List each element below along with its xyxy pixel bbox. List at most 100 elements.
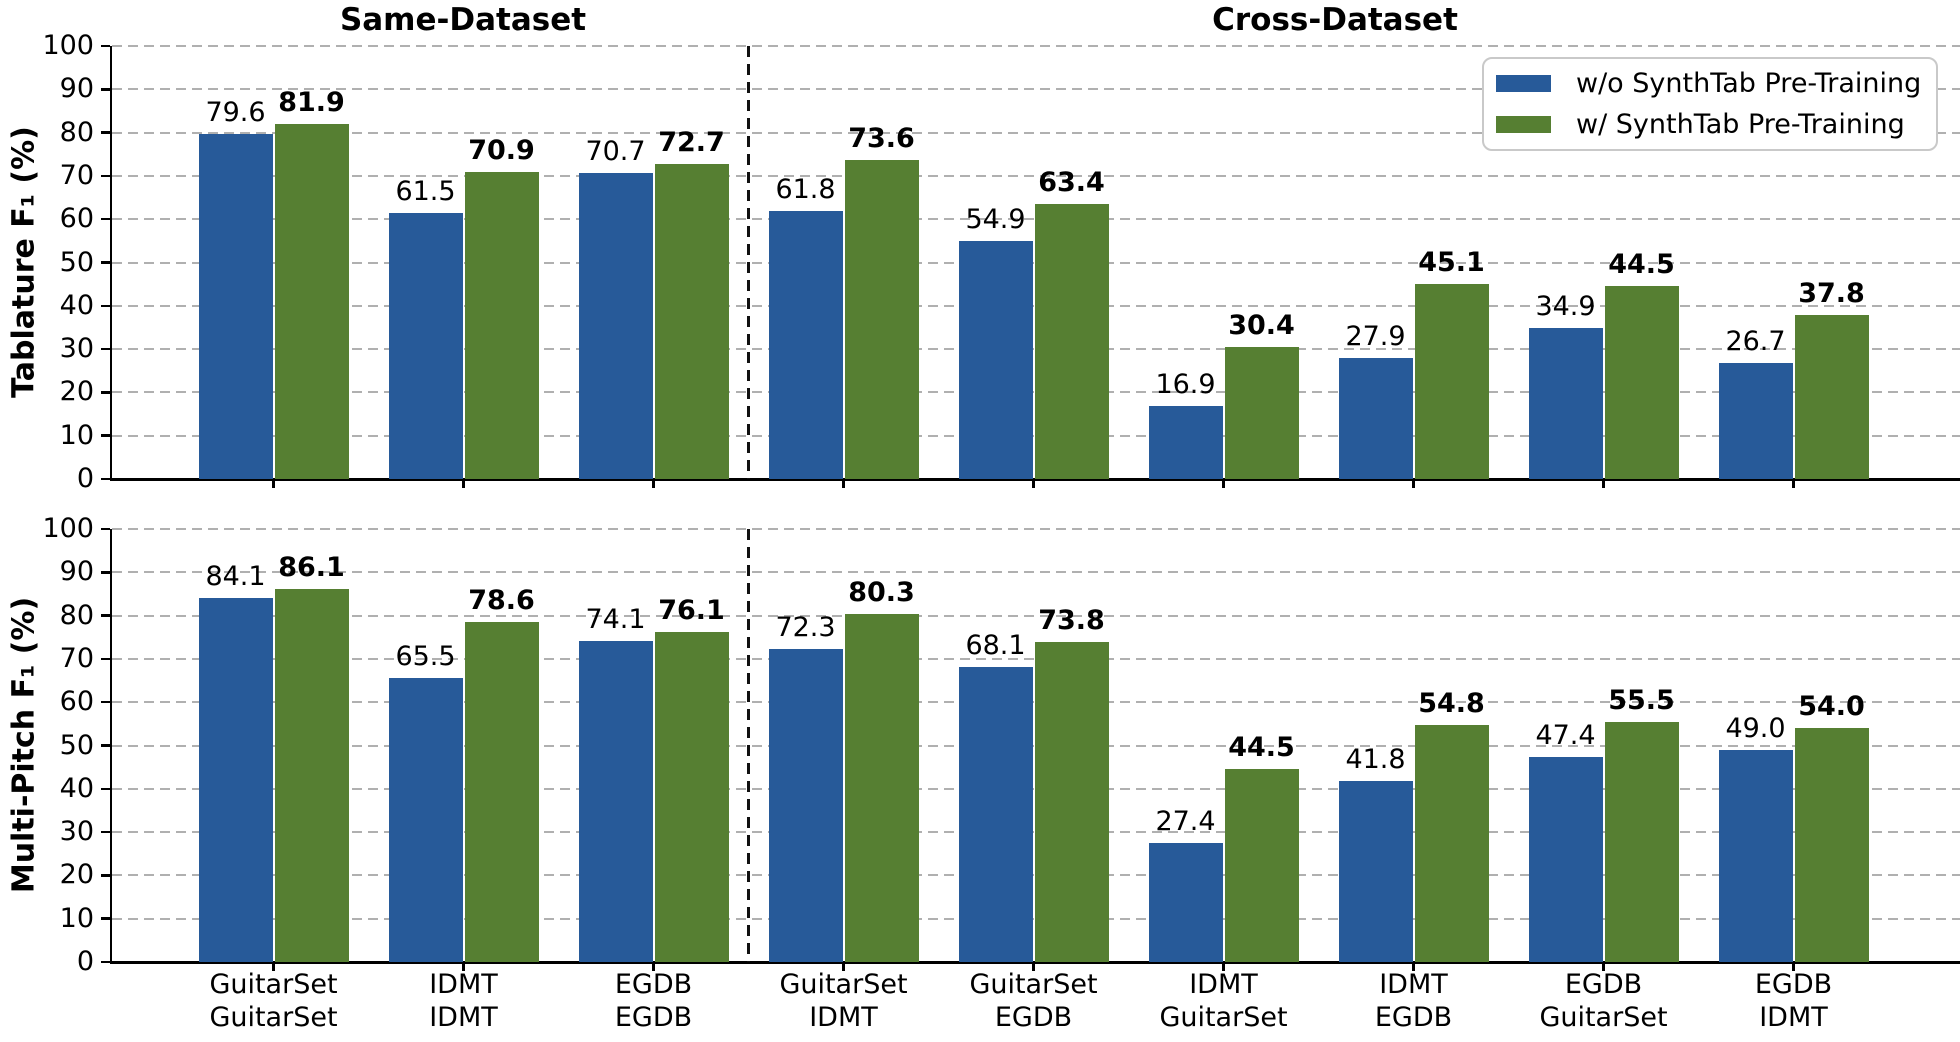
x-tick-label: GuitarSet GuitarSet [154,968,394,1034]
x-tick-label-line1: GuitarSet [779,969,908,1000]
y-tick-label: 90 [59,73,94,105]
gridline [112,348,1960,351]
x-tick-label-line1: IDMT [1189,969,1258,1000]
bar-value-label: 81.9 [278,87,345,119]
x-tick-mark [842,962,845,971]
bar-value-label: 74.1 [585,604,646,636]
bar [1604,286,1679,479]
bar [1148,843,1223,962]
y-tick-mark [100,44,110,48]
bar [198,597,273,962]
y-tick-mark [100,744,110,747]
bar [1794,315,1869,479]
y-axis-spine [109,46,112,479]
bar-value-label: 61.5 [395,175,456,207]
bar-value-label: 55.5 [1608,684,1675,716]
bar [274,589,349,962]
x-tick-label: EGDB EGDB [534,968,774,1034]
gridline [112,261,1960,264]
x-tick-mark [1222,479,1225,488]
bar-value-label: 26.7 [1725,326,1786,358]
bar [1148,405,1223,479]
x-axis-line [109,477,1960,481]
bar-value-label: 65.5 [395,641,456,673]
gridline [112,701,1960,704]
legend: w/o SynthTab Pre-Training w/ SynthTab Pr… [1482,57,1938,151]
bar [844,160,919,479]
bar [958,667,1033,962]
x-tick-label: EGDB IDMT [1674,968,1914,1034]
x-tick-mark [652,962,655,971]
bar [958,241,1033,479]
bar-value-label: 34.9 [1535,290,1596,322]
bar-value-label: 80.3 [848,577,915,609]
bar [274,124,349,479]
y-tick-mark [100,830,110,834]
y-tick-mark [100,261,110,264]
x-axis-line [109,960,1960,964]
bar-value-label: 16.9 [1155,368,1216,400]
legend-item-wo-pretraining: w/o SynthTab Pre-Training [1496,68,1936,99]
bar [844,614,919,962]
x-tick-mark [1032,479,1035,488]
x-tick-mark [1032,962,1035,971]
bar [1034,204,1109,479]
y-tick-label: 0 [76,946,94,977]
bar-value-label: 41.8 [1345,744,1406,775]
x-tick-label: GuitarSet IDMT [724,968,964,1034]
bar-value-label: 76.1 [658,595,725,627]
y-tick-mark [100,477,110,481]
bar [1338,781,1413,962]
bar [578,641,653,962]
y-tick-mark [100,88,110,91]
bar [1718,749,1793,962]
x-tick-label-line2: GuitarSet [209,1002,338,1033]
bar-value-label: 73.8 [1038,605,1105,637]
x-tick-mark [1412,962,1415,971]
bar-value-label: 44.5 [1608,249,1675,281]
bar-value-label: 78.6 [468,584,535,616]
bar [654,632,729,962]
bar [1414,283,1489,479]
gridline [112,874,1960,877]
legend-label-w-pretraining: w/ SynthTab Pre-Training [1576,108,1905,140]
bar [1718,363,1793,479]
gridline [112,571,1960,574]
bar [388,678,463,962]
y-tick-mark [100,131,110,134]
bar [654,164,729,479]
x-tick-label: IDMT GuitarSet [1104,968,1344,1034]
gridline [112,917,1960,920]
gridline [112,744,1960,747]
x-tick-label-line1: EGDB [614,969,693,1000]
x-tick-label-line1: EGDB [1564,969,1643,1000]
bar [578,172,653,479]
y-axis-label-multipitch-f1: Multi-Pitch F₁ (%) [6,596,42,894]
x-tick-mark [1412,479,1415,488]
x-tick-mark [1222,962,1225,971]
gridline [112,391,1960,394]
y-tick-mark [100,917,110,920]
x-tick-label-line1: EGDB [1754,969,1833,1000]
bar-value-label: 37.8 [1798,278,1865,310]
bar [1794,728,1869,962]
y-tick-label: 10 [59,419,94,451]
bar-value-label: 27.9 [1345,321,1406,353]
bar-value-label: 54.8 [1418,687,1485,719]
y-tick-mark [100,527,110,531]
bar [1034,642,1109,962]
y-tick-mark [100,174,110,178]
x-tick-mark [462,479,465,488]
bar [1528,327,1603,479]
bar [198,134,273,479]
gridline [112,614,1960,617]
bar-value-label: 73.6 [848,123,915,155]
x-tick-mark [1602,962,1605,971]
bar-value-label: 79.6 [205,97,266,129]
bar [1224,769,1299,962]
x-tick-mark [272,962,275,971]
y-tick-mark [100,874,110,877]
bar-value-label: 49.0 [1725,712,1786,744]
